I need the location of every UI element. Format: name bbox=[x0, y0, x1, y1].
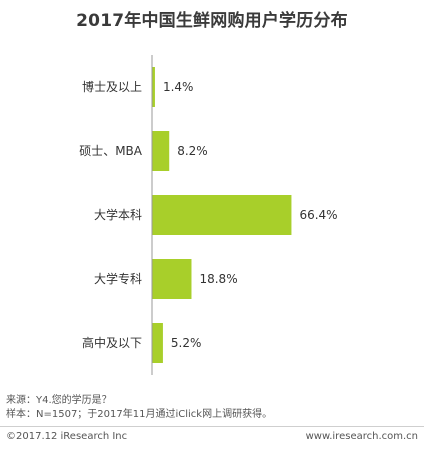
value-label-1: 8.2% bbox=[177, 144, 208, 158]
value-label-3: 18.8% bbox=[199, 272, 237, 286]
category-label-1: 硕士、MBA bbox=[79, 144, 143, 158]
category-label-0: 博士及以上 bbox=[82, 79, 142, 94]
source-note: 来源：Y4.您的学历是？ bbox=[6, 395, 112, 406]
footer-divider bbox=[0, 426, 424, 427]
copyright-text: ©2017.12 iResearch Inc bbox=[6, 431, 128, 442]
value-label-0: 1.4% bbox=[163, 80, 194, 94]
bar-3 bbox=[152, 259, 192, 299]
bar-chart: 博士及以上 1.4% 硕士、MBA 8.2% 大学本科 66.4% 大学专科 18.8% 高中及… bbox=[79, 55, 338, 375]
sample-note: 样本：N=1507；于2017年11月通过iClick网上调研获得。 bbox=[6, 409, 273, 420]
category-label-4: 高中及以下 bbox=[82, 335, 142, 350]
chart-title: 2017年中国生鲜网购用户学历分布 bbox=[76, 11, 348, 31]
bar-4 bbox=[152, 323, 163, 363]
value-label-2: 66.4% bbox=[299, 208, 337, 222]
bar-1 bbox=[152, 131, 170, 171]
value-label-4: 5.2% bbox=[171, 336, 202, 350]
category-label-2: 大学本科 bbox=[94, 207, 142, 222]
bar-0 bbox=[152, 67, 155, 107]
bar-2 bbox=[152, 195, 292, 235]
category-label-3: 大学专科 bbox=[94, 271, 142, 286]
website-link[interactable]: www.iresearch.com.cn bbox=[305, 431, 418, 442]
